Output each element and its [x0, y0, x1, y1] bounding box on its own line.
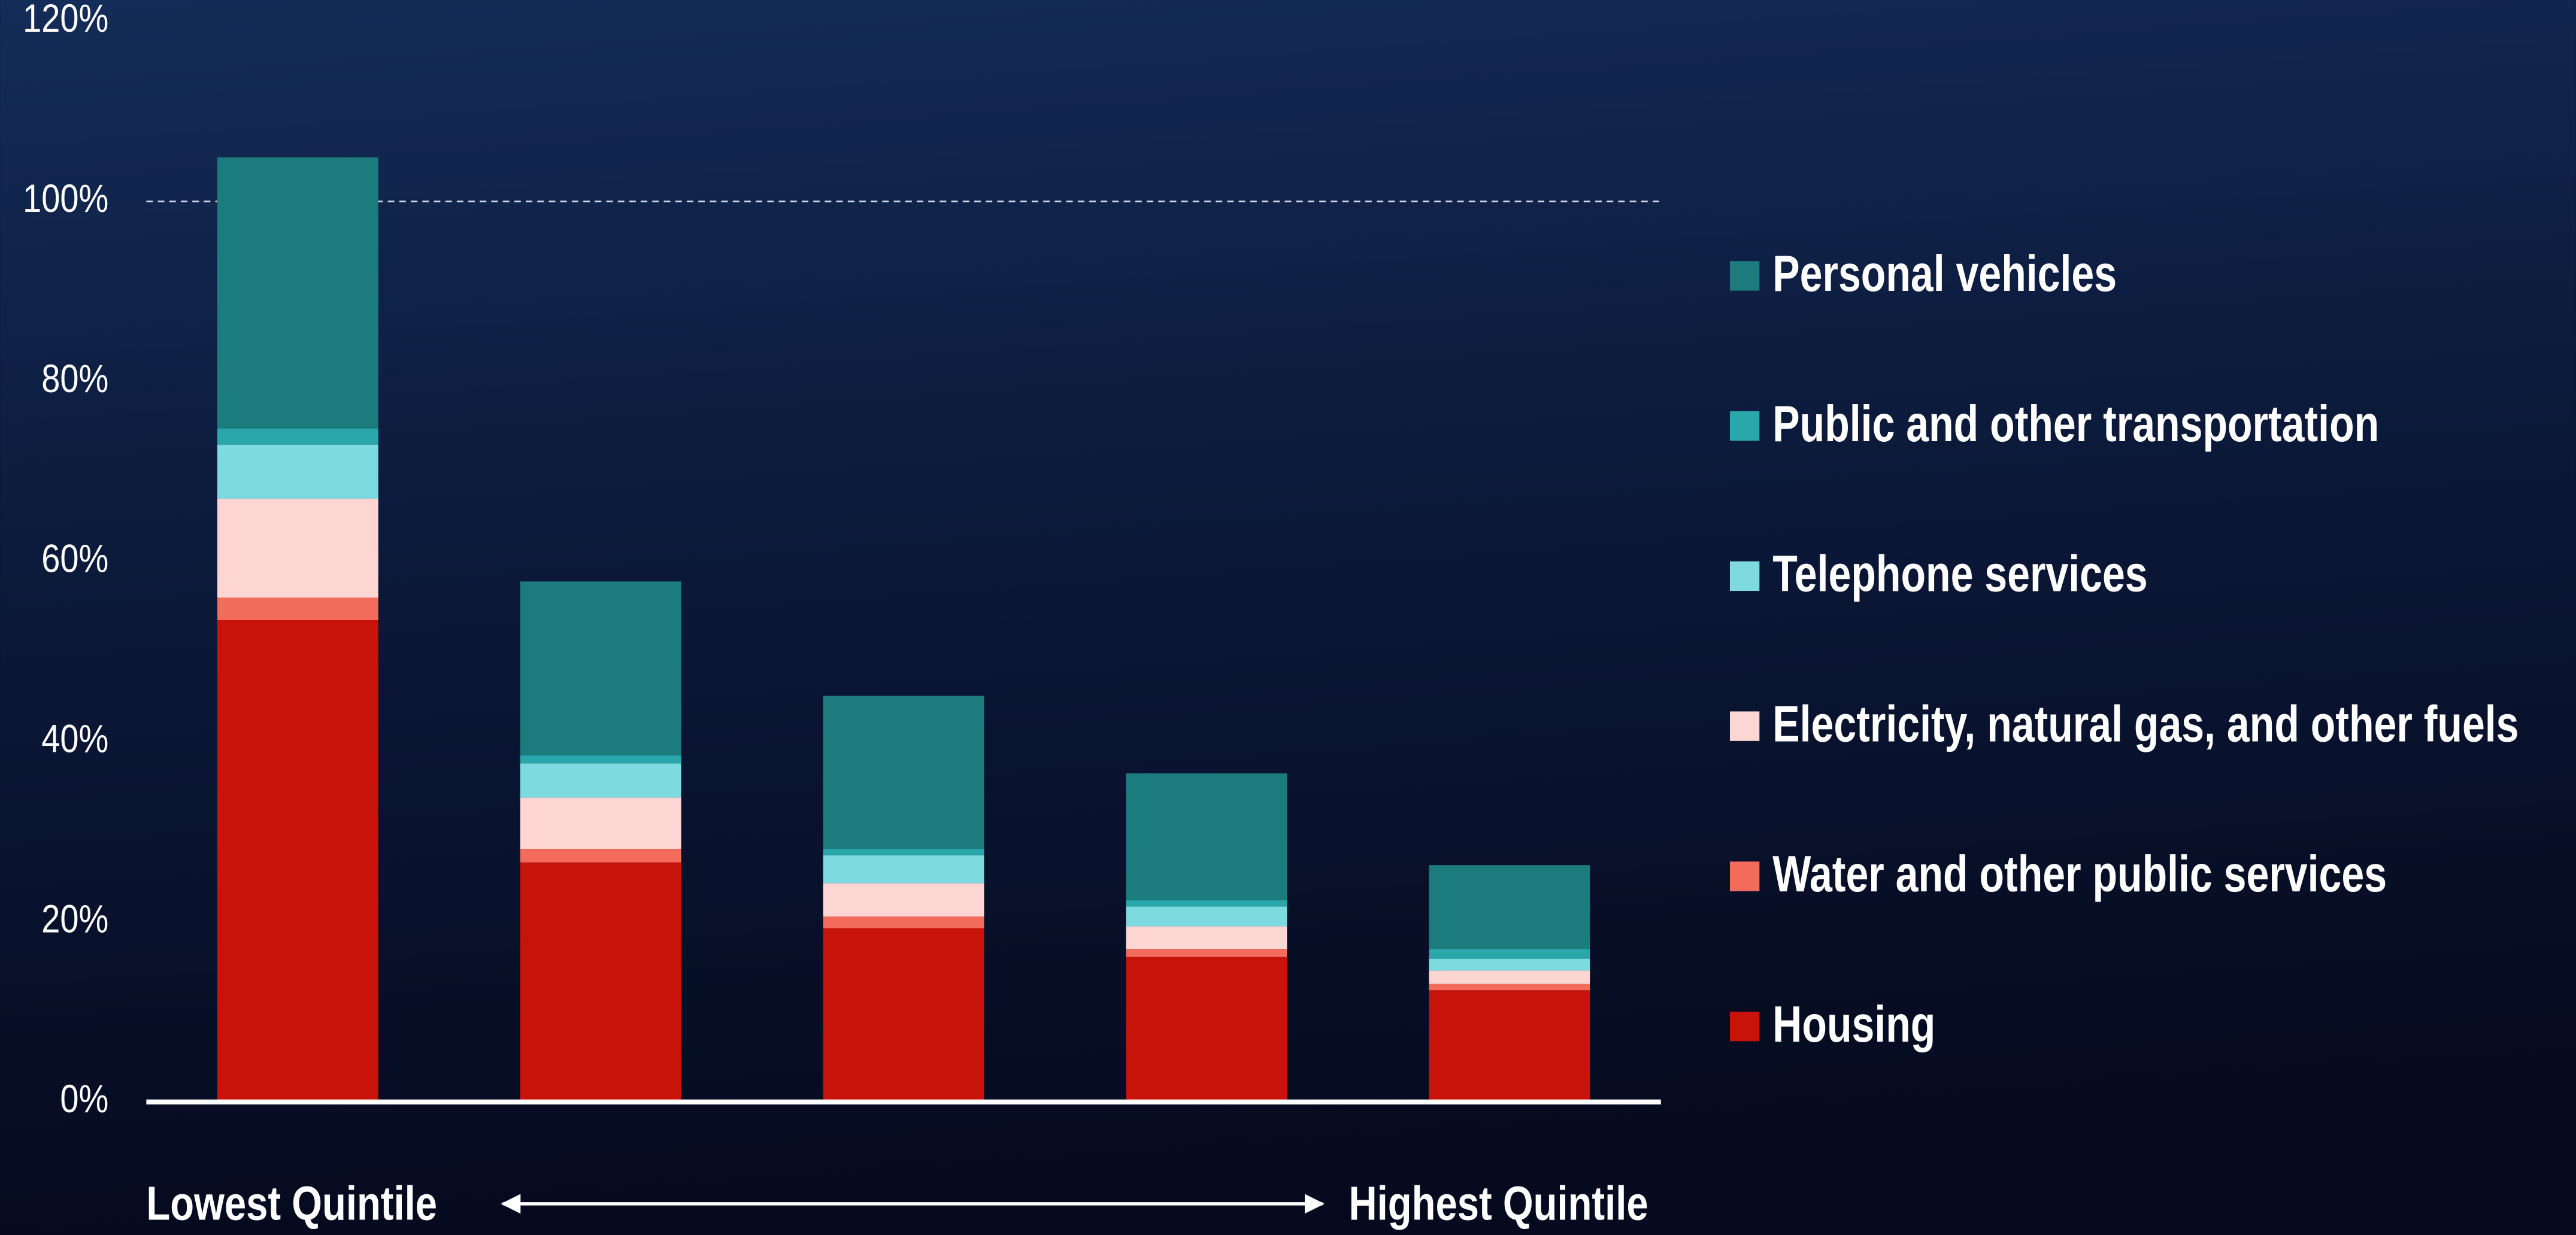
- legend-label: Personal vehicles: [1772, 245, 2117, 302]
- bar-segment: [1126, 949, 1287, 957]
- bar-segment: [1429, 865, 1590, 949]
- bar-segment: [520, 849, 681, 863]
- x-annotation: Highest Quintile: [1349, 1177, 1648, 1230]
- bar-segment: [217, 498, 378, 598]
- legend-swatch: [1729, 1011, 1760, 1042]
- x-annotation: Lowest Quintile: [146, 1177, 437, 1230]
- bar-segment: [217, 620, 378, 1102]
- bar-segment: [520, 862, 681, 1102]
- legend-label: Water and other public services: [1772, 846, 2387, 903]
- bar-segment: [823, 928, 984, 1102]
- bar-segment: [1126, 906, 1287, 927]
- bar-segment: [520, 755, 681, 764]
- bar-segment: [1126, 957, 1287, 1102]
- bar-segment: [1126, 773, 1287, 900]
- y-tick-label: 40%: [41, 717, 108, 760]
- legend-label: Telephone services: [1772, 545, 2147, 602]
- legend-label: Public and other transportation: [1772, 396, 2379, 453]
- y-tick-label: 80%: [41, 356, 108, 400]
- bar-segment: [823, 849, 984, 855]
- bar-segment: [1429, 984, 1590, 991]
- y-tick-label: 20%: [41, 897, 108, 940]
- legend-swatch: [1729, 261, 1760, 291]
- bar-segment: [1429, 970, 1590, 984]
- bar-segment: [823, 855, 984, 884]
- bar-segment: [1429, 958, 1590, 971]
- y-tick-label: 120%: [23, 0, 108, 40]
- legend-label: Electricity, natural gas, and other fuel…: [1772, 696, 2519, 752]
- bar-segment: [520, 581, 681, 755]
- bar-segment: [1429, 949, 1590, 959]
- legend-swatch: [1729, 711, 1760, 741]
- bar-segment: [217, 597, 378, 621]
- y-tick-label: 60%: [41, 536, 108, 580]
- bar-segment: [823, 916, 984, 928]
- bar-segment: [823, 883, 984, 917]
- bar-segment: [217, 444, 378, 499]
- y-tick-label: 100%: [23, 177, 108, 220]
- bar-segment: [217, 428, 378, 445]
- bar-segment: [520, 763, 681, 798]
- legend-swatch: [1729, 411, 1760, 441]
- bar-segment: [1126, 926, 1287, 949]
- bar-segment: [520, 797, 681, 849]
- legend-swatch: [1729, 861, 1760, 891]
- legend-label: Housing: [1772, 996, 1935, 1053]
- y-tick-label: 0%: [60, 1077, 108, 1121]
- bar-segment: [1126, 900, 1287, 907]
- bar-segment: [217, 157, 378, 429]
- legend-swatch: [1729, 561, 1760, 591]
- bar-segment: [823, 696, 984, 849]
- bar-segment: [1429, 990, 1590, 1102]
